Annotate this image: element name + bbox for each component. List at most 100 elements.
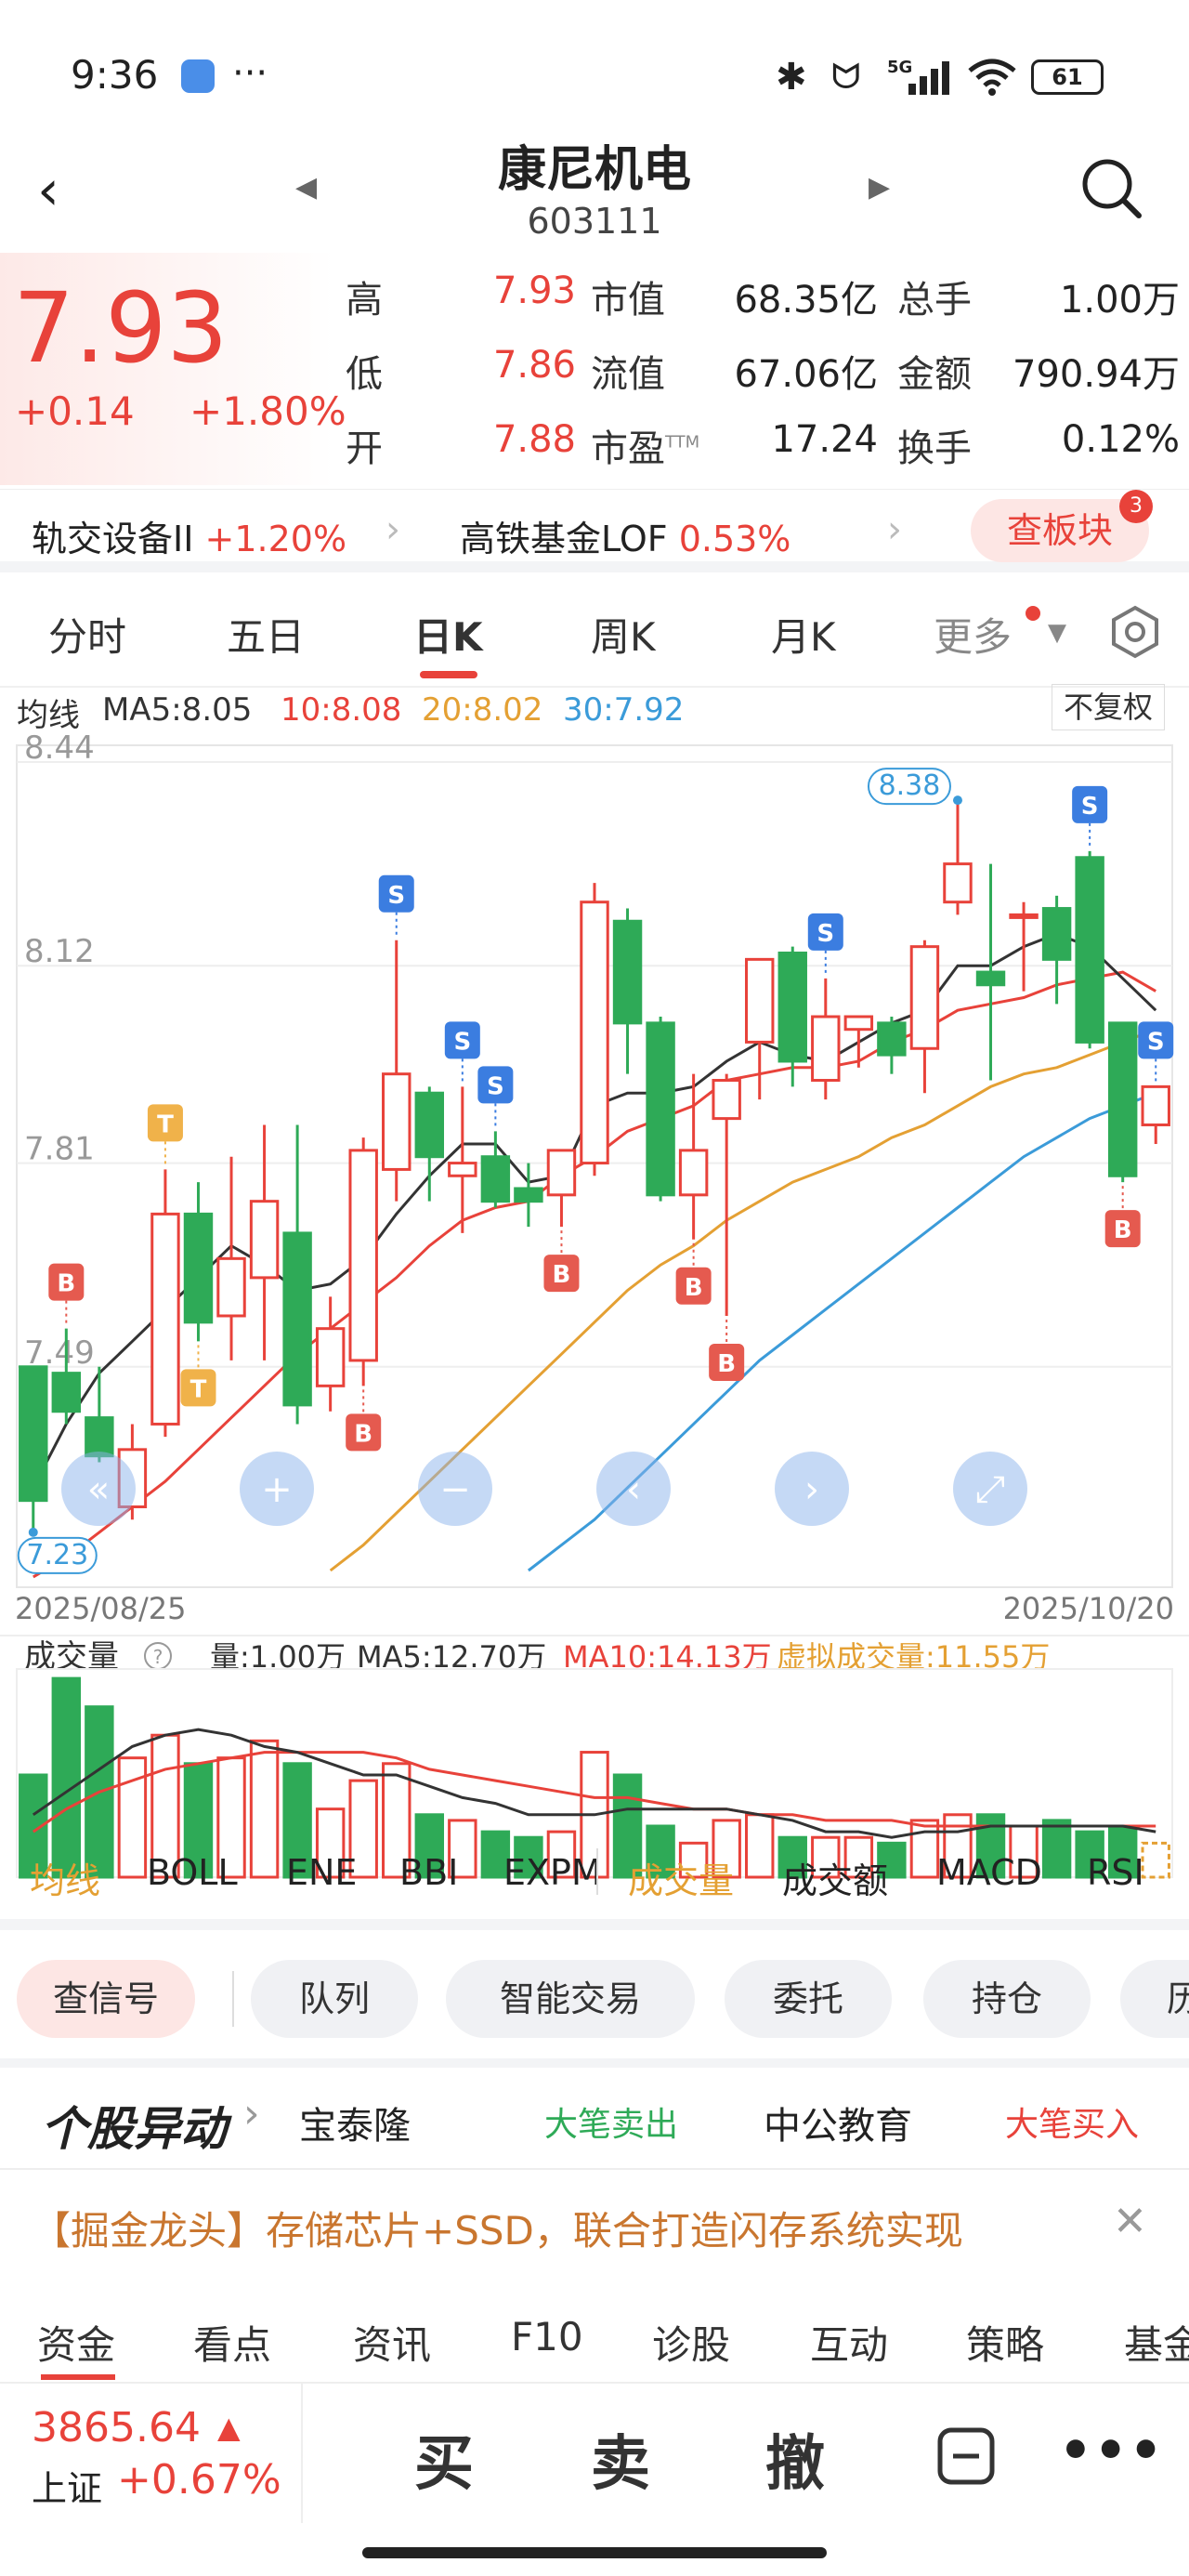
ind-tab-amount[interactable]: 成交额 (782, 1860, 889, 1901)
prev-stock-icon[interactable]: ◀ (295, 171, 318, 204)
settings-hex-icon[interactable] (1107, 604, 1163, 660)
check-board-button[interactable]: 查板块 (971, 499, 1149, 562)
sector-item-2[interactable]: 高铁基金LOF 0.53% (460, 510, 790, 561)
tab-month-k[interactable]: 月K (771, 614, 836, 660)
tab-capital[interactable]: 资金 (37, 2322, 116, 2368)
ind-tab-bbi[interactable]: BBI (399, 1852, 459, 1893)
back-icon[interactable]: ‹ (37, 158, 59, 223)
ind-tab-boll[interactable]: BOLL (147, 1852, 238, 1893)
more-dot-badge (1026, 606, 1040, 621)
order-button[interactable]: 委托 (725, 1960, 892, 2038)
signal-marker (1138, 1021, 1174, 1059)
anomaly-title[interactable]: 个股异动 (41, 2102, 227, 2156)
chevron-down-icon[interactable]: ▼ (1048, 619, 1066, 647)
signal-marker-label: S (387, 882, 405, 910)
y-tick-label: 8.12 (24, 933, 95, 970)
tab-diagnosis[interactable]: 诊股 (652, 2322, 731, 2368)
tab-interaction[interactable]: 互动 (810, 2322, 889, 2368)
scroll-left-fast-icon[interactable]: « (61, 1452, 136, 1526)
candle-down (1041, 907, 1072, 961)
next-stock-icon[interactable]: ▶ (869, 171, 891, 204)
scroll-right-icon[interactable]: › (775, 1452, 849, 1526)
quote-value: 7.88 (492, 418, 576, 461)
volume-bar (414, 1813, 445, 1879)
smart-trade-button[interactable]: 智能交易 (446, 1960, 695, 2038)
zoom-in-icon[interactable]: + (240, 1452, 314, 1526)
volume-bar (249, 1739, 280, 1879)
more-options-icon[interactable]: ••• (1059, 2421, 1165, 2481)
signal-marker-label: S (817, 920, 834, 948)
signal-marker-label: S (1147, 1028, 1165, 1056)
quote-value: 7.86 (492, 344, 576, 387)
candle-down (1107, 1021, 1138, 1177)
index-value[interactable]: 3865.64 (32, 2404, 201, 2451)
index-name: 上证 (32, 2468, 103, 2509)
signal-marker-label: S (1081, 793, 1099, 821)
anomaly-stock-1[interactable]: 宝泰隆 (299, 2105, 411, 2148)
control-button-bg (953, 1452, 1027, 1526)
tab-f10[interactable]: F10 (511, 2314, 583, 2359)
min-point-dot (28, 1527, 38, 1537)
candle-down (514, 1187, 543, 1203)
battery-icon: 61 (1031, 59, 1104, 95)
ma30-value: 30:7.92 (563, 691, 685, 729)
candle-down (85, 1416, 114, 1458)
y-tick-label: 7.49 (24, 1334, 95, 1372)
headset-icon: ᗢ (831, 56, 861, 97)
check-signal-button[interactable]: 查信号 (17, 1960, 195, 2038)
min-price-label: 7.23 (26, 1539, 88, 1571)
quote-label: 低 (346, 353, 383, 396)
queue-button[interactable]: 队列 (251, 1960, 418, 2038)
cancel-order-button[interactable]: 撤 (765, 2430, 825, 2499)
kline-chart-area[interactable]: 均线 MA5:8.05 10:8.08 20:8.02 30:7.92 不复权 … (0, 678, 1189, 1905)
ind-tab-rsi[interactable]: RSI (1087, 1852, 1144, 1893)
position-list-icon[interactable] (936, 2426, 996, 2486)
ma10-value: 10:8.08 (281, 691, 402, 729)
signal-marker (378, 874, 414, 913)
scroll-left-icon[interactable]: ‹ (596, 1452, 671, 1526)
sector-item-1[interactable]: 轨交设备II +1.20% (32, 510, 346, 561)
tab-week-k[interactable]: 周K (591, 614, 656, 660)
tab-more[interactable]: 更多 (934, 614, 1013, 660)
buy-button[interactable]: 买 (414, 2430, 474, 2499)
candle-down (877, 1021, 907, 1057)
y-tick-label: 8.44 (24, 734, 95, 767)
zoom-out-icon[interactable]: − (418, 1452, 492, 1526)
ind-tab-ma[interactable]: 均线 (30, 1860, 101, 1901)
position-button[interactable]: 持仓 (923, 1960, 1091, 2038)
ma20-line (329, 1028, 1156, 1572)
ind-tab-expm[interactable]: EXPM (503, 1852, 596, 1893)
quote-value: 68.35亿 (734, 279, 878, 322)
fullscreen-icon[interactable]: ⤢ (953, 1452, 1027, 1526)
sell-button[interactable]: 卖 (591, 2430, 650, 2499)
tab-fund[interactable]: 基金 (1124, 2322, 1189, 2368)
signal-marker-label: S (453, 1028, 471, 1056)
tab-five-day[interactable]: 五日 (227, 614, 306, 660)
volume-ma10-line (32, 1751, 1156, 1833)
control-button-glyph: ⤢ (975, 1468, 1005, 1511)
stock-name: 康尼机电 (497, 142, 691, 198)
tab-news[interactable]: 资讯 (353, 2322, 432, 2368)
tab-strategy[interactable]: 策略 (966, 2322, 1045, 2368)
adjust-selector[interactable]: 不复权 (1052, 684, 1166, 730)
history-button[interactable]: 历 (1120, 1960, 1189, 2038)
search-icon[interactable] (1079, 156, 1144, 221)
news-banner[interactable]: 【掘金龙头】存储芯片+SSD，联合打造闪存系统实现 ✕ (0, 2170, 1189, 2281)
control-button-glyph: › (804, 1468, 819, 1511)
tab-highlights[interactable]: 看点 (193, 2322, 272, 2368)
candle-down (414, 1091, 445, 1159)
stock-anomaly-bar: 个股异动 › 宝泰隆 大笔卖出 中公教育 大笔买入 (0, 2058, 1189, 2170)
ind-tab-macd[interactable]: MACD (936, 1852, 1042, 1893)
price-block (0, 253, 334, 485)
ind-tab-ene[interactable]: ENE (286, 1852, 358, 1893)
signal-marker (48, 1263, 85, 1301)
tab-day-k[interactable]: 日K (413, 614, 483, 660)
candle-up (448, 1162, 477, 1177)
index-up-arrow-icon: ▲ (217, 2410, 241, 2445)
close-icon[interactable]: ✕ (1113, 2198, 1147, 2245)
ind-tab-volume[interactable]: 成交量 (628, 1860, 735, 1901)
active-info-tab-indicator (41, 2374, 115, 2380)
tab-minute[interactable]: 分时 (48, 614, 127, 660)
anomaly-stock-2[interactable]: 中公教育 (764, 2105, 912, 2148)
